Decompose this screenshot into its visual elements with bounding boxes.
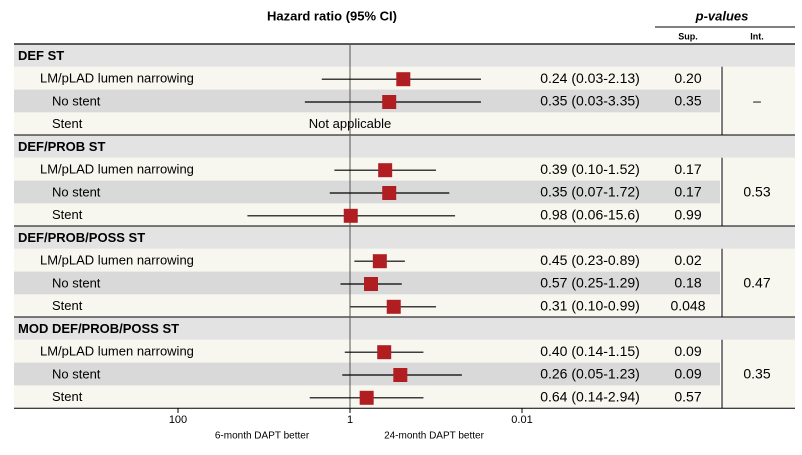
row-label: No stent	[52, 93, 101, 108]
int-column-header: Int.	[750, 31, 764, 41]
group-label: MOD DEF/PROB/POSS ST	[18, 321, 179, 336]
axis-tick-label: 1	[347, 414, 353, 426]
row-label: Stent	[52, 116, 83, 131]
row-band	[14, 66, 720, 90]
sup-p-value: 0.18	[674, 275, 701, 291]
hr-value: 0.35 (0.03-3.35)	[540, 93, 640, 109]
sup-p-value: 0.57	[674, 389, 701, 405]
sup-p-value: 0.17	[674, 161, 701, 177]
hr-marker	[377, 345, 392, 360]
row-band	[14, 112, 720, 136]
row-band	[14, 89, 720, 113]
pvalues-title: p-values	[695, 8, 749, 23]
right-caption: 24-month DAPT better	[384, 431, 485, 442]
hr-marker	[396, 72, 411, 87]
background-layer	[14, 0, 795, 409]
hr-marker	[393, 368, 408, 382]
hr-marker	[343, 208, 358, 223]
hr-value: 0.31 (0.10-0.99)	[540, 298, 640, 314]
interaction-p-value: –	[753, 93, 761, 109]
row-band	[14, 362, 720, 386]
row-label: No stent	[52, 275, 101, 290]
sup-p-value: 0.09	[674, 366, 701, 382]
hr-value: 0.45 (0.23-0.89)	[540, 252, 640, 268]
hr-value: 0.35 (0.07-1.72)	[540, 184, 640, 200]
chart-title: Hazard ratio (95% CI)	[267, 8, 397, 23]
header-band	[14, 0, 795, 44]
hr-marker	[382, 186, 397, 200]
not-applicable-note: Not applicable	[309, 116, 391, 131]
hr-value: 0.39 (0.10-1.52)	[540, 161, 640, 177]
group-header-band	[14, 226, 795, 249]
sup-p-value: 0.35	[674, 93, 701, 109]
group-label: DEF/PROB ST	[18, 139, 105, 154]
row-label: Stent	[52, 298, 83, 313]
row-label: LM/pLAD lumen narrowing	[40, 162, 194, 177]
group-label: DEF ST	[18, 48, 64, 63]
row-label: LM/pLAD lumen narrowing	[40, 344, 194, 359]
hr-marker	[386, 299, 401, 314]
row-label: Stent	[52, 389, 83, 404]
hr-value: 0.26 (0.05-1.23)	[540, 366, 640, 382]
row-band	[14, 157, 720, 181]
marks-layer	[247, 72, 481, 405]
hr-marker	[363, 277, 378, 291]
row-band	[14, 339, 720, 363]
row-label: No stent	[52, 366, 101, 381]
sup-p-value: 0.048	[670, 298, 705, 314]
interaction-p-value: 0.35	[743, 366, 770, 382]
row-label: LM/pLAD lumen narrowing	[40, 71, 194, 86]
interaction-cell-band	[722, 157, 795, 227]
group-label: DEF/PROB/POSS ST	[18, 230, 145, 245]
sup-p-value: 0.99	[674, 207, 701, 223]
hr-marker	[372, 254, 387, 269]
axis-tick-label: 0.01	[511, 414, 532, 426]
interaction-p-value: 0.47	[743, 275, 770, 291]
interaction-cell-band	[722, 339, 795, 409]
group-header-band	[14, 44, 795, 67]
row-label: Stent	[52, 207, 83, 222]
grid-lines-layer	[14, 26, 795, 413]
group-header-band	[14, 135, 795, 158]
sup-column-header: Sup.	[678, 31, 698, 41]
hr-marker	[382, 95, 397, 109]
interaction-cell-band	[722, 248, 795, 318]
sup-p-value: 0.20	[674, 70, 701, 86]
hr-value: 0.57 (0.25-1.29)	[540, 275, 640, 291]
group-header-band	[14, 317, 795, 340]
row-label: LM/pLAD lumen narrowing	[40, 253, 194, 268]
row-band	[14, 203, 720, 227]
sup-p-value: 0.17	[674, 184, 701, 200]
interaction-p-value: 0.53	[743, 184, 770, 200]
hr-value: 0.98 (0.06-15.6)	[540, 207, 640, 223]
left-caption: 6-month DAPT better	[215, 431, 310, 442]
row-band	[14, 248, 720, 272]
row-band	[14, 294, 720, 318]
hr-marker	[359, 390, 374, 405]
interaction-cell-band	[722, 66, 795, 136]
row-label: No stent	[52, 184, 101, 199]
hr-marker	[378, 163, 393, 178]
hr-value: 0.40 (0.14-1.15)	[540, 343, 640, 359]
hr-value: 0.64 (0.14-2.94)	[540, 389, 640, 405]
hr-value: 0.24 (0.03-2.13)	[540, 70, 640, 86]
sup-p-value: 0.02	[674, 252, 701, 268]
text-layer: 100 1 0.01 6-month DAPT better 24-month DAPT…	[18, 8, 771, 441]
axis-tick-label: 100	[169, 414, 187, 426]
row-band	[14, 180, 720, 204]
sup-p-value: 0.09	[674, 343, 701, 359]
